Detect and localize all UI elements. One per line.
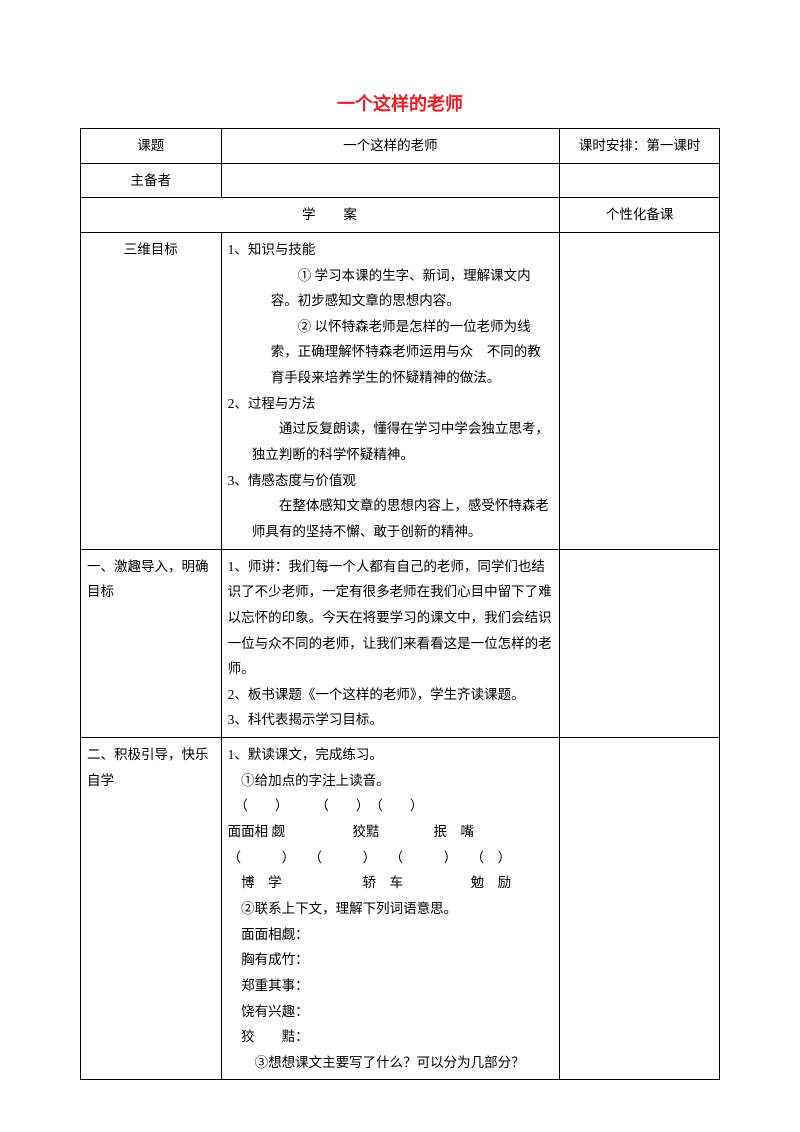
page-title: 一个这样的老师 bbox=[80, 90, 720, 116]
goals-line-3: ② 以怀特森老师是怎样的一位老师为线索，正确理解怀特森老师运用与众 不同的教育手… bbox=[228, 314, 554, 391]
guide-line-2: ①给加点的字注上读音。 bbox=[228, 768, 554, 794]
guide-line-3: （ ） （ ） （ ） bbox=[228, 793, 554, 819]
row-content-intro: 1、师讲：我们每一个人都有自己的老师，同学们也结识了不少老师，一定有很多老师在我… bbox=[221, 549, 560, 737]
lesson-plan-table: 课题 一个这样的老师 课时安排：第一课时 主备者 学案 个性化备课 三维目标 1… bbox=[80, 128, 720, 1080]
guide-line-4: 面面相 觑 狡黠 抿 嘴 bbox=[228, 819, 554, 845]
guide-line-9: 胸有成竹： bbox=[228, 947, 554, 973]
an-char: 案 bbox=[343, 202, 548, 228]
preparer-value bbox=[221, 163, 560, 198]
goals-line-1: 1、知识与技能 bbox=[228, 237, 554, 263]
schedule: 课时安排：第一课时 bbox=[560, 129, 720, 164]
intro-line-2: 2、板书课题《一个这样的老师》，学生齐读课题。 bbox=[228, 682, 554, 708]
intro-line-1: 1、师讲：我们每一个人都有自己的老师，同学们也结识了不少老师，一定有很多老师在我… bbox=[228, 554, 554, 682]
preparer-label: 主备者 bbox=[81, 163, 222, 198]
row-label-intro: 一、激趣导入，明确目标 bbox=[81, 549, 222, 737]
goals-line-2: ① 学习本课的生字、新词，理解课文内容。初步感知文章的思想内容。 bbox=[228, 263, 554, 314]
topic-label: 课题 bbox=[81, 129, 222, 164]
goals-line-5: 通过反复朗读，懂得在学习中学会独立思考，独立判断的科学怀疑精神。 bbox=[228, 416, 554, 467]
row-notes-intro bbox=[560, 549, 720, 737]
subheader-left: 学案 bbox=[81, 198, 560, 233]
guide-line-5: （ ） （ ） （ ） （ ） bbox=[228, 845, 554, 871]
guide-line-1: 1、默读课文，完成练习。 bbox=[228, 742, 554, 768]
topic-value: 一个这样的老师 bbox=[221, 129, 560, 164]
row-notes-guide bbox=[560, 738, 720, 1080]
guide-line-10: 郑重其事： bbox=[228, 973, 554, 999]
subheader-right: 个性化备课 bbox=[560, 198, 720, 233]
row-content-guide: 1、默读课文，完成练习。 ①给加点的字注上读音。 （ ） （ ） （ ） 面面相… bbox=[221, 738, 560, 1080]
row2-col3 bbox=[560, 163, 720, 198]
guide-line-6: 博 学 轿 车 勉 励 bbox=[228, 870, 554, 896]
row-label-goals: 三维目标 bbox=[81, 232, 222, 549]
row-label-guide: 二、积极引导，快乐自学 bbox=[81, 738, 222, 1080]
xue-char: 学 bbox=[92, 202, 344, 228]
guide-line-8: 面面相觑： bbox=[228, 922, 554, 948]
guide-line-13: ③想想课文主要写了什么？可以分为几部分？ bbox=[228, 1050, 554, 1076]
row-content-goals: 1、知识与技能 ① 学习本课的生字、新词，理解课文内容。初步感知文章的思想内容。… bbox=[221, 232, 560, 549]
goals-line-6: 3、情感态度与价值观 bbox=[228, 468, 554, 494]
guide-line-7: ②联系上下文，理解下列词语意思。 bbox=[228, 896, 554, 922]
row-notes-goals bbox=[560, 232, 720, 549]
guide-line-12: 狡 黠： bbox=[228, 1024, 554, 1050]
goals-line-4: 2、过程与方法 bbox=[228, 391, 554, 417]
intro-line-3: 3、科代表揭示学习目标。 bbox=[228, 707, 554, 733]
goals-line-7: 在整体感知文章的思想内容上，感受怀特森老师具有的坚持不懈、敢于创新的精神。 bbox=[228, 493, 554, 544]
guide-line-11: 饶有兴趣： bbox=[228, 999, 554, 1025]
